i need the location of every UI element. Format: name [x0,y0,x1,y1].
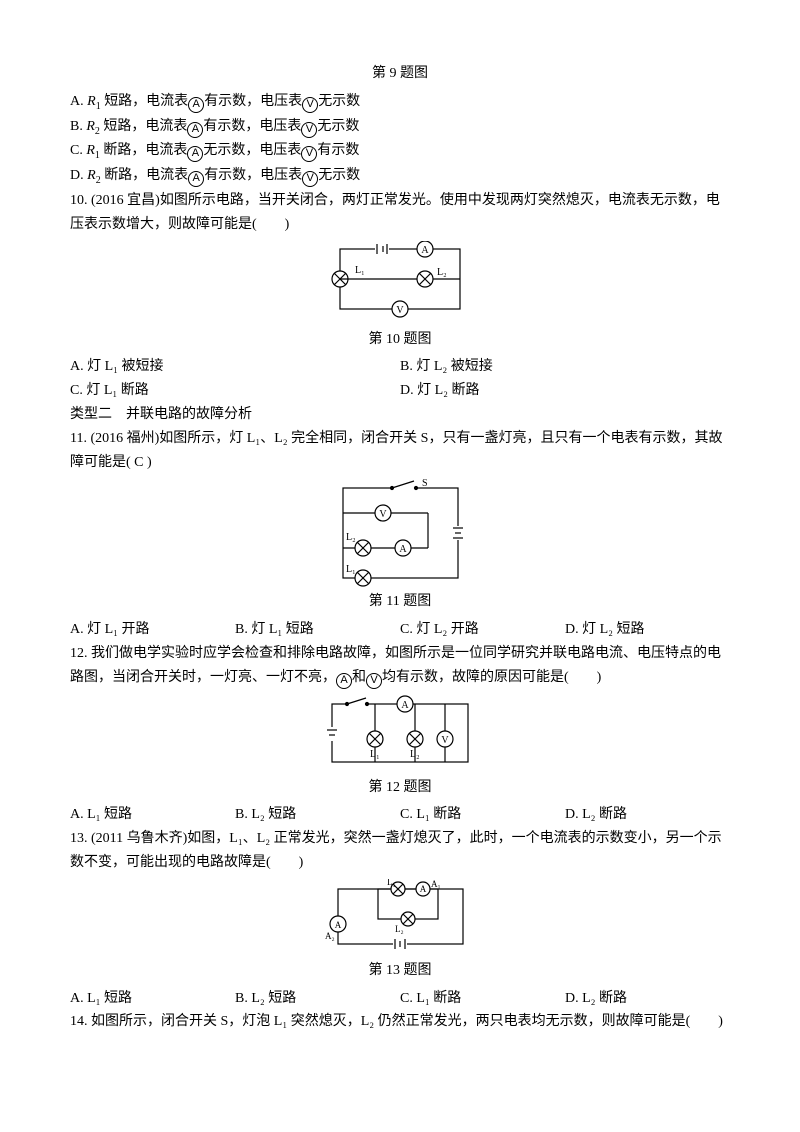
fig13-circuit: L₁ A₁ L₂ A₂ A A [323,879,478,957]
q11-options: A. 灯 L₁ 开路 B. 灯 L₁ 短路 C. 灯 L₂ 开路 D. 灯 L₂… [70,618,730,642]
opt-prefix: C. [70,143,86,158]
voltmeter-icon: V [302,97,318,113]
opt-prefix: A. [70,94,87,109]
l1-label: L₁ [346,564,356,575]
q13-options: A. L₁ 短路 B. L₂ 短路 C. L₁ 断路 D. L₂ 断路 [70,987,730,1011]
txt: 短路，电流表 [101,94,189,109]
l1-label: L₁ [387,879,396,887]
txt: 无示数 [317,119,359,134]
txt: 有示数 [317,143,359,158]
q12-opt-d: D. L₂ 断路 [565,803,730,827]
txt: 有示数，电压表 [204,168,302,183]
fig9-caption: 第 9 题图 [70,62,730,86]
q11-opt-b: B. 灯 L₁ 短路 [235,618,400,642]
txt: 无示数，电压表 [203,143,301,158]
s-label: S [422,478,428,489]
opt-prefix: B. [70,119,86,134]
txt: 无示数 [318,168,360,183]
q13-opt-b: B. L₂ 短路 [235,987,400,1011]
txt: 均有示数，故障的原因可能是( ) [382,670,601,685]
l2-label: L₂ [410,749,420,760]
q10-opt-a: A. 灯 L₁ 被短接 [70,355,400,379]
svg-text:A: A [334,920,341,930]
opt-prefix: D. [70,168,87,183]
a-label: A [399,544,407,555]
var-r: R [87,168,96,183]
q11-opt-a: A. 灯 L₁ 开路 [70,618,235,642]
q10-opt-b: B. 灯 L₂ 被短接 [400,355,730,379]
ammeter-icon: A [188,97,204,113]
voltmeter-label: V [396,305,404,316]
fig10-circuit: A L₁ L₂ V [325,241,475,326]
type2-title: 类型二 并联电路的故障分析 [70,403,730,427]
txt: 断路，电流表 [101,168,189,183]
q12-text: 12. 我们做电学实验时应学会检查和排除电路故障，如图所示是一位同学研究并联电路… [70,642,730,690]
txt: 断路，电流表 [100,143,188,158]
var-r: R [86,143,95,158]
q9-option-b: B. R2 短路，电流表A有示数，电压表V无示数 [70,115,730,140]
q13-text: 13. (2011 乌鲁木齐)如图，L₁、L₂ 正常发光，突然一盏灯熄灭了，此时… [70,827,730,875]
txt: 有示数，电压表 [203,119,301,134]
var-r: R [86,119,95,134]
q12-opt-a: A. L₁ 短路 [70,803,235,827]
ammeter-icon: A [188,171,204,187]
var-r: R [87,94,96,109]
ammeter-label: A [421,245,429,256]
q12-opt-c: C. L₁ 断路 [400,803,565,827]
l1-label: L₁ [370,749,380,760]
l2-label: L₂ [395,924,404,934]
q9-option-c: C. R1 断路，电流表A无示数，电压表V有示数 [70,139,730,164]
q10-options-row2: C. 灯 L₁ 断路 D. 灯 L₂ 断路 [70,379,730,403]
q11-opt-c: C. 灯 L₂ 开路 [400,618,565,642]
a-label: A [401,700,409,711]
ammeter-icon: A [187,146,203,162]
fig13-caption: 第 13 题图 [70,959,730,983]
txt: 短路，电流表 [100,119,188,134]
q11-text: 11. (2016 福州)如图所示，灯 L₁、L₂ 完全相同，闭合开关 S，只有… [70,427,730,475]
a2-label: A₂ [325,931,335,941]
txt: 无示数 [318,94,360,109]
fig11-circuit: S V L₂ A L₁ [328,478,473,588]
q10-opt-c: C. 灯 L₁ 断路 [70,379,400,403]
q10-text: 10. (2016 宜昌)如图所示电路，当开关闭合，两灯正常发光。使用中发现两灯… [70,189,730,237]
ammeter-icon: A [187,122,203,138]
q12-opt-b: B. L₂ 短路 [235,803,400,827]
q13-opt-d: D. L₂ 断路 [565,987,730,1011]
l2-label: L₂ [346,532,356,543]
voltmeter-icon: V [366,673,382,689]
q14-text: 14. 如图所示，闭合开关 S，灯泡 L₁ 突然熄灭，L₂ 仍然正常发光，两只电… [70,1010,730,1034]
voltmeter-icon: V [301,146,317,162]
q10-options-row1: A. 灯 L₁ 被短接 B. 灯 L₂ 被短接 [70,355,730,379]
l2-label: L₂ [437,267,447,278]
txt: 和 [352,670,366,685]
fig11-caption: 第 11 题图 [70,590,730,614]
fig12-circuit: A L₁ L₂ V [320,694,480,774]
a1-label: A₁ [431,879,441,889]
q9-option-a: A. R1 短路，电流表A有示数，电压表V无示数 [70,90,730,115]
q11-opt-d: D. 灯 L₂ 短路 [565,618,730,642]
voltmeter-icon: V [301,122,317,138]
ammeter-icon: A [336,673,352,689]
v-label: V [379,509,387,520]
fig12-caption: 第 12 题图 [70,776,730,800]
v-label: V [441,735,449,746]
q13-opt-a: A. L₁ 短路 [70,987,235,1011]
q10-opt-d: D. 灯 L₂ 断路 [400,379,730,403]
svg-text:A: A [419,884,426,894]
q12-options: A. L₁ 短路 B. L₂ 短路 C. L₁ 断路 D. L₂ 断路 [70,803,730,827]
voltmeter-icon: V [302,171,318,187]
l1-label: L₁ [355,265,365,276]
q9-option-d: D. R2 断路，电流表A有示数，电压表V无示数 [70,164,730,189]
txt: 有示数，电压表 [204,94,302,109]
fig10-caption: 第 10 题图 [70,328,730,352]
q13-opt-c: C. L₁ 断路 [400,987,565,1011]
